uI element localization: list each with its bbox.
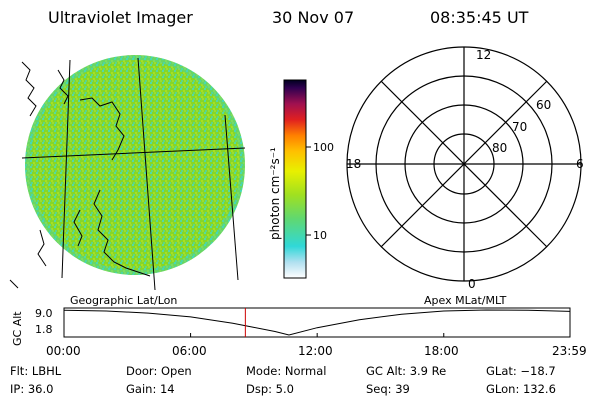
info-glon: GLon: 132.6 [486, 382, 556, 396]
info-ip: IP: 36.0 [10, 382, 54, 396]
alt-curve [63, 309, 571, 336]
alt-xtick-0: 00:00 [46, 344, 81, 358]
mlat-label-60: 60 [536, 98, 552, 112]
colorbar-tick-10: 10 [313, 229, 327, 242]
geo-graticule [21, 57, 246, 291]
polar-grid [346, 46, 582, 282]
mlt-label-12: 12 [476, 48, 492, 62]
uv-image-panel [9, 55, 246, 291]
alt-ylabel: GC Alt [11, 311, 24, 346]
alt-xtick-2: 12:00 [298, 344, 333, 358]
info-filter: Flt: LBHL [10, 364, 62, 378]
altitude-plot [63, 307, 571, 338]
date-display: 30 Nov 07 [272, 8, 355, 27]
info-gc-alt: GC Alt: 3.9 Re [366, 364, 447, 378]
info-glat: GLat: −18.7 [486, 364, 556, 378]
time-display: 08:35:45 UT [430, 8, 529, 27]
info-gain: Gain: 14 [126, 382, 175, 396]
coastline [9, 61, 151, 289]
mlat-label-80: 80 [492, 141, 508, 155]
alt-ytick-bottom: 1.8 [35, 323, 53, 336]
mlt-label-0: 0 [468, 277, 476, 291]
uv-disk [25, 55, 245, 275]
info-seq: Seq: 39 [366, 382, 410, 396]
alt-xtick-4: 23:59 [552, 344, 587, 358]
info-dsp: Dsp: 5.0 [246, 382, 294, 396]
colorbar [283, 79, 311, 279]
geo-panel-label: Geographic Lat/Lon [70, 294, 178, 307]
alt-ytick-top: 9.0 [35, 307, 53, 320]
info-door: Door: Open [126, 364, 192, 378]
polar-panel-label: Apex MLat/MLT [424, 294, 507, 307]
colorbar-tick-100: 100 [313, 141, 334, 154]
app-title: Ultraviolet Imager [48, 8, 193, 27]
alt-xtick-1: 06:00 [172, 344, 207, 358]
alt-xtick-3: 18:00 [424, 344, 459, 358]
colorbar-unit-label: photon cm⁻²s⁻¹ [268, 147, 282, 240]
mlt-label-18: 18 [346, 157, 362, 171]
info-mode: Mode: Normal [246, 364, 327, 378]
mlt-label-6: 6 [576, 157, 584, 171]
mlat-label-70: 70 [512, 120, 528, 134]
